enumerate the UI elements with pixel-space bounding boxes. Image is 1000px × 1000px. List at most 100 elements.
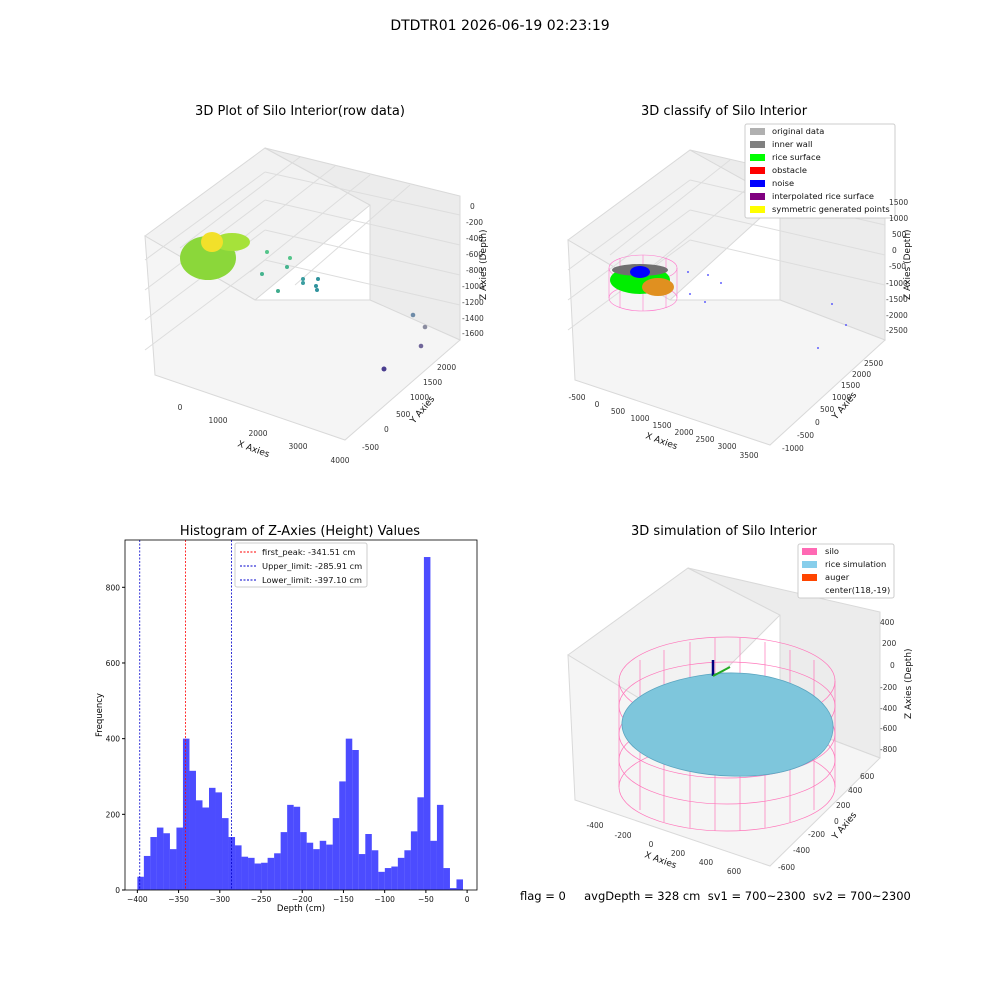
svg-text:1500: 1500 [652, 421, 671, 430]
svg-text:-600: -600 [880, 724, 897, 733]
histogram-bar [137, 876, 144, 890]
svg-text:-1600: -1600 [462, 329, 484, 338]
panel4-z-ticks: 400 200 0 -200 -400 -600 -800 [880, 618, 897, 754]
histogram-bar [254, 863, 262, 890]
histogram-reference-lines [139, 540, 232, 890]
svg-text:1500: 1500 [423, 378, 442, 387]
svg-text:200: 200 [836, 801, 851, 810]
legend-swatch [802, 548, 817, 555]
panel4-title: 3D simulation of Silo Interior [631, 524, 817, 539]
svg-text:2000: 2000 [852, 370, 871, 379]
histogram-bar [209, 787, 216, 890]
svg-text:inner wall: inner wall [772, 139, 812, 149]
panel2-title: 3D classify of Silo Interior [640, 104, 808, 119]
svg-text:center(118,-19): center(118,-19) [825, 585, 890, 595]
svg-text:600: 600 [727, 867, 742, 876]
svg-text:-600: -600 [778, 863, 795, 872]
svg-text:3000: 3000 [717, 442, 736, 451]
histogram-frame [124, 539, 478, 891]
histogram-bar [143, 855, 151, 890]
histogram-bar [287, 804, 294, 890]
legend-swatch [802, 574, 817, 581]
histogram-bar [365, 834, 372, 890]
histogram-x-ticks: −400 −350 −300 −250 −200 −150 −100 −50 0 [127, 890, 470, 904]
svg-text:rice surface: rice surface [772, 152, 821, 162]
histogram-y-ticks: 0 200 400 600 800 [106, 583, 125, 895]
svg-text:-400: -400 [586, 821, 603, 830]
legend-swatch [802, 561, 817, 568]
svg-text:1000: 1000 [410, 393, 429, 402]
svg-text:2000: 2000 [248, 429, 267, 438]
svg-text:2000: 2000 [674, 428, 693, 437]
histogram-bar [300, 832, 307, 890]
panel4-zlabel: Z Axies (Depth) [904, 648, 914, 719]
legend-swatch [750, 154, 765, 161]
histogram-bar [222, 818, 229, 890]
panel2-z-ticks: 1500 1000 500 0 -500 -1000 -1500 -2000 -… [886, 198, 908, 335]
histogram-bar [358, 854, 366, 890]
histogram-xlabel: Depth (cm) [277, 904, 325, 914]
svg-text:2500: 2500 [864, 359, 883, 368]
svg-text:2000: 2000 [437, 363, 456, 372]
svg-text:0: 0 [470, 202, 475, 211]
svg-text:-500: -500 [568, 393, 585, 402]
svg-text:-200: -200 [466, 218, 483, 227]
svg-text:1000: 1000 [832, 393, 851, 402]
histogram-bars [137, 557, 463, 890]
legend-swatch [750, 167, 765, 174]
svg-text:400: 400 [699, 858, 714, 867]
histogram-bar [202, 807, 210, 890]
svg-text:-1000: -1000 [886, 279, 908, 288]
histogram-bar [313, 849, 320, 890]
panel2-x-ticks: -500 0 500 1000 1500 2000 2500 3000 3500 [568, 393, 758, 460]
svg-text:-600: -600 [466, 250, 483, 259]
legend-swatch [750, 180, 765, 187]
svg-text:symmetric generated points: symmetric generated points [772, 204, 890, 214]
x-tick-label: −200 [292, 895, 313, 904]
panel4-y-ticks: -600 -400 -200 0 200 400 600 [778, 772, 875, 872]
histogram-bar [410, 831, 418, 890]
svg-text:0: 0 [595, 400, 600, 409]
histogram-bar [156, 827, 164, 890]
legend-swatch [750, 193, 765, 200]
panel2-legend [744, 123, 896, 219]
histogram-bar [404, 850, 411, 890]
svg-text:silo: silo [825, 546, 839, 556]
histogram-bar [352, 750, 359, 890]
histogram-bar [163, 833, 170, 890]
svg-text:500: 500 [820, 405, 835, 414]
histogram-bar [195, 800, 203, 890]
noise-scatter [687, 271, 847, 349]
y-tick-label: 800 [106, 583, 121, 592]
obstacle-points [642, 278, 674, 296]
histogram-title: Histogram of Z-Axies (Height) Values [179, 524, 421, 539]
svg-text:interpolated rice surface: interpolated rice surface [772, 191, 874, 201]
y-tick-label: 0 [115, 886, 120, 895]
svg-text:-500: -500 [362, 443, 379, 452]
svg-text:-1500: -1500 [886, 295, 908, 304]
histogram-legend-entries: first_peak: -341.51 cm Upper_limit: -285… [240, 547, 362, 585]
svg-text:1500: 1500 [841, 381, 860, 390]
svg-text:original data: original data [772, 126, 824, 136]
histogram-bar [280, 832, 288, 890]
histogram-bar [339, 781, 346, 890]
histogram-bar [261, 862, 268, 890]
histogram-bar [456, 879, 463, 890]
histogram-bar [235, 845, 242, 890]
histogram-bar [443, 868, 450, 890]
histogram-bar [326, 844, 333, 890]
histogram-bar [215, 792, 223, 890]
svg-text:4000: 4000 [330, 456, 349, 465]
auger-arm [712, 666, 731, 677]
status-line: flag = 0 avgDepth = 328 cm sv1 = 700~230… [520, 889, 911, 903]
x-tick-label: −350 [168, 895, 189, 904]
svg-text:-1200: -1200 [462, 298, 484, 307]
y-tick-label: 600 [106, 659, 121, 668]
pane-floor [144, 235, 461, 441]
legend-swatch [750, 206, 765, 213]
svg-text:rice simulation: rice simulation [825, 559, 886, 569]
svg-text:-200: -200 [808, 830, 825, 839]
x-tick-label: 0 [465, 895, 470, 904]
